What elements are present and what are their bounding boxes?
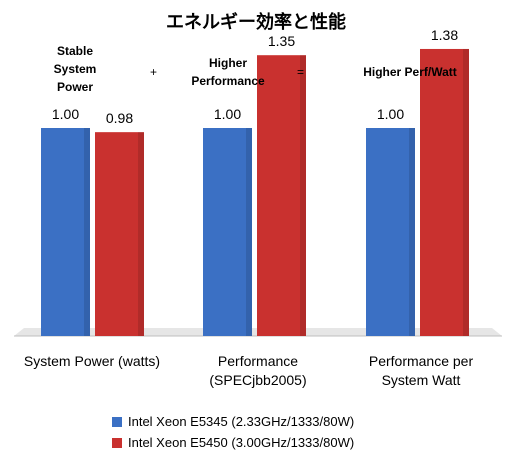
bar-shade [138,132,144,336]
category-label-line: System Watt [381,372,461,388]
annotation-line: Power [56,80,93,94]
data-label: 0.98 [106,110,133,126]
legend-item: Intel Xeon E5345 (2.33GHz/1333/80W) [112,411,354,432]
bar [420,48,469,337]
annotation-line: Performance [191,74,265,88]
category-label-line: Performance [217,353,299,369]
legend-item: Intel Xeon E5450 (3.00GHz/1333/80W) [112,432,354,453]
bar [366,128,415,336]
annotation-higher-performance: Higher Performance [183,54,273,90]
category-label-perf-per-watt: Performance per System Watt [346,352,496,390]
bar-shade [84,128,90,336]
bar-shade [409,128,415,336]
annotation-equals: = [297,65,305,79]
bar-shade [300,55,306,336]
annotation-plus: + [150,65,158,79]
data-label: 1.38 [431,27,458,43]
bar [95,132,144,336]
category-label-line: (SPECjbb2005) [209,372,307,388]
annotation-higher-perf-watt: Higher Perf/Watt [363,65,457,79]
data-label: 1.00 [52,106,79,122]
annotation-stable-system-power: Stable System Power [40,42,110,96]
bar [41,128,90,336]
legend-swatch [112,437,122,448]
legend: Intel Xeon E5345 (2.33GHz/1333/80W) Inte… [112,411,354,453]
category-label-line: Performance per [368,353,474,369]
data-label: 1.00 [377,106,404,122]
data-label: 1.35 [268,33,295,49]
bar-shade [246,128,252,336]
legend-swatch [112,416,122,427]
annotation-line: System [53,62,97,76]
bar [203,128,252,336]
annotation-line: Stable [56,44,93,58]
category-label-line: System Power (watts) [23,353,161,369]
chart-title: エネルギー効率と性能 [166,12,346,33]
bar-shade [463,48,469,337]
category-label-system-power: System Power (watts) [17,352,167,371]
legend-label: Intel Xeon E5345 (2.33GHz/1333/80W) [128,414,355,429]
annotation-line: Higher [208,56,247,70]
bar [257,55,306,336]
legend-label: Intel Xeon E5450 (3.00GHz/1333/80W) [128,435,355,450]
category-label-performance: Performance (SPECjbb2005) [183,352,333,390]
data-label: 1.00 [214,106,241,122]
